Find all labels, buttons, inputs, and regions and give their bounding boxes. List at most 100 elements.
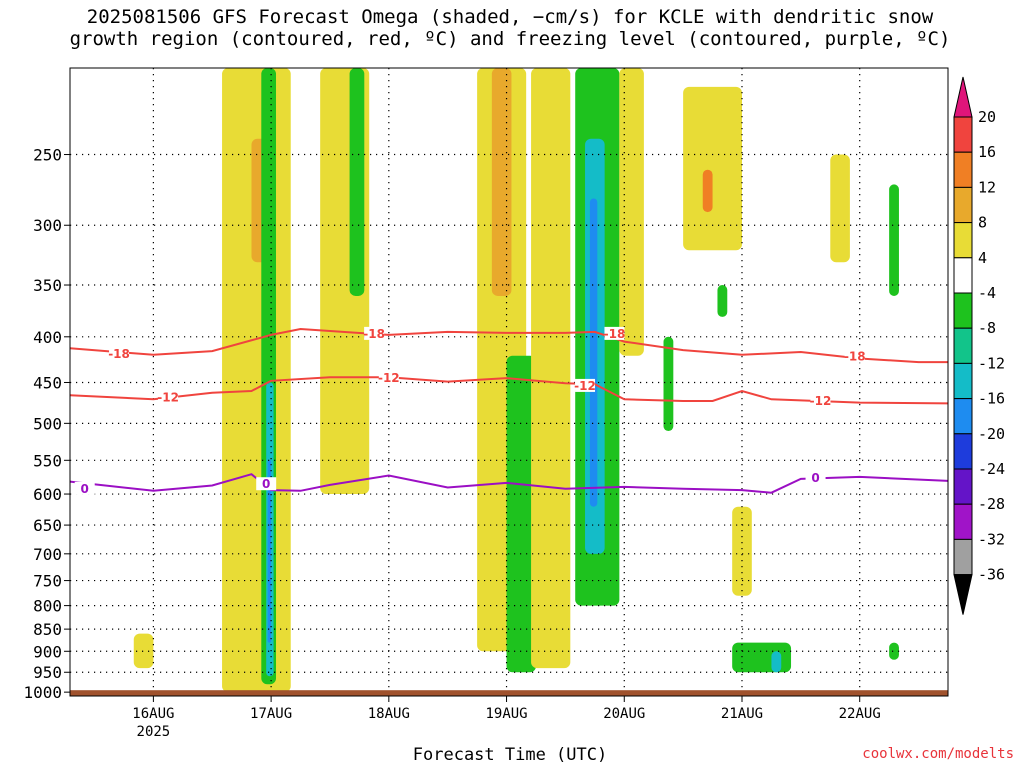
colorbar-bin <box>953 327 973 364</box>
colorbar-bin <box>953 116 973 153</box>
colorbar-label: -32 <box>978 530 1005 548</box>
x-tick-label: 18AUG <box>368 706 410 722</box>
omega-cell <box>702 169 713 213</box>
x-tick-label: 21AUG <box>721 706 763 722</box>
title-line-1: 2025081506 GFS Forecast Omega (shaded, −… <box>86 6 934 28</box>
omega-cell <box>663 336 674 432</box>
omega-cell <box>683 86 742 251</box>
y-tick-label: 500 <box>33 414 62 433</box>
contour-label-bg <box>74 481 95 495</box>
contour-label-bg <box>109 346 130 360</box>
x-tick-sublabel: 2025 <box>137 724 171 740</box>
colorbar: 20 16 12 8 4 -4 -8 -12 -16 -20 -24 -28 -32 -36 <box>953 76 1005 615</box>
omega-cell <box>732 642 792 673</box>
y-tick-label: 950 <box>33 663 62 682</box>
colorbar-label: -8 <box>978 319 996 337</box>
omega-cell <box>267 460 272 643</box>
contour-label-bg <box>604 326 625 340</box>
colorbar-bin <box>953 222 973 259</box>
contour-label-bg <box>364 326 385 340</box>
x-tick-label: 16AUG <box>132 706 174 722</box>
y-tick-label: 400 <box>33 328 62 347</box>
colorbar-label: -16 <box>978 390 1005 408</box>
contour-label: -12 <box>157 391 179 405</box>
colorbar-bin <box>953 433 973 470</box>
y-tick-label: 700 <box>33 545 62 564</box>
contour-line <box>70 473 948 494</box>
colorbar-top-arrow <box>953 76 973 118</box>
colorbar-label: 4 <box>978 249 987 267</box>
colorbar-label: -28 <box>978 495 1005 513</box>
y-tick-label: 550 <box>33 451 62 470</box>
contour-layer: -18 -18 -18 -18 -12 -12 -12 -12 0 0 0 <box>70 326 948 496</box>
colorbar-bottom-arrow <box>953 574 973 615</box>
x-tick-label: 19AUG <box>485 706 527 722</box>
omega-cell <box>491 68 512 296</box>
colorbar-bin <box>953 398 973 435</box>
omega-cell <box>889 184 899 296</box>
colorbar-bin <box>953 468 973 505</box>
contour-line <box>70 376 948 405</box>
ground-band <box>70 690 948 696</box>
omega-cell <box>349 68 365 296</box>
contour-label-bg <box>805 471 826 485</box>
omega-cell <box>717 285 728 317</box>
contour-label: -18 <box>363 327 385 341</box>
colorbar-label: 8 <box>978 214 987 232</box>
contour-label-bg <box>844 349 865 363</box>
colorbar-bin <box>953 362 973 400</box>
contour-label-bg <box>256 477 277 491</box>
omega-cell <box>619 68 644 356</box>
ground-layer <box>70 690 948 696</box>
colorbar-label: 20 <box>978 108 996 126</box>
colorbar-label: -36 <box>978 566 1005 584</box>
x-tick-label: 20AUG <box>603 706 645 722</box>
x-axis-title: Forecast Time (UTC) <box>412 745 608 765</box>
contour-label-bg <box>378 371 399 385</box>
omega-cell <box>589 198 598 507</box>
contour-line <box>70 327 948 364</box>
colorbar-bin <box>953 292 973 329</box>
colorbar-bin <box>953 503 973 540</box>
omega-cell <box>531 68 571 669</box>
y-tick-label: 350 <box>33 276 62 295</box>
contour-label: 0 <box>81 482 89 496</box>
contour-label-bg <box>158 390 179 404</box>
y-tick-label: 1000 <box>23 683 62 702</box>
y-tick-label: 900 <box>33 642 62 661</box>
contour-label-bg <box>575 378 596 392</box>
colorbar-label: -4 <box>978 284 996 302</box>
y-tick-label: 250 <box>33 146 62 165</box>
contour-label: 0 <box>262 477 270 491</box>
contour-label: -18 <box>844 350 866 364</box>
y-axis: 250 300 350 400 450 500 550 600 650 700 750 800 850 9… <box>23 146 70 702</box>
y-tick-label: 600 <box>33 485 62 504</box>
omega-cell <box>771 651 782 673</box>
colorbar-label: 16 <box>978 143 996 161</box>
y-tick-label: 450 <box>33 373 62 392</box>
contour-label: -12 <box>574 379 596 393</box>
y-tick-label: 300 <box>33 216 62 235</box>
x-tick-label: 22AUG <box>839 706 881 722</box>
y-tick-label: 750 <box>33 572 62 591</box>
colorbar-bin <box>953 538 973 576</box>
colorbar-label: 12 <box>978 178 996 196</box>
title-line-2: growth region (contoured, red, ºC) and f… <box>69 28 951 50</box>
colorbar-label: -20 <box>978 425 1005 443</box>
contour-label: -12 <box>810 394 832 408</box>
colorbar-bin <box>953 186 973 224</box>
contour-label: -18 <box>604 327 626 341</box>
omega-shading-layer <box>133 68 899 693</box>
chart-title: 2025081506 GFS Forecast Omega (shaded, −… <box>0 6 1020 50</box>
y-tick-label: 800 <box>33 597 62 616</box>
omega-cell <box>506 355 536 673</box>
colorbar-label: -12 <box>978 354 1005 372</box>
colorbar-bin <box>953 257 973 294</box>
contour-label: -18 <box>108 347 130 361</box>
credit-link[interactable]: coolwx.com/modelts <box>862 746 1014 762</box>
omega-cell <box>133 633 154 669</box>
omega-cell <box>889 642 899 660</box>
contour-label-bg <box>810 393 831 407</box>
y-tick-label: 850 <box>33 620 62 639</box>
